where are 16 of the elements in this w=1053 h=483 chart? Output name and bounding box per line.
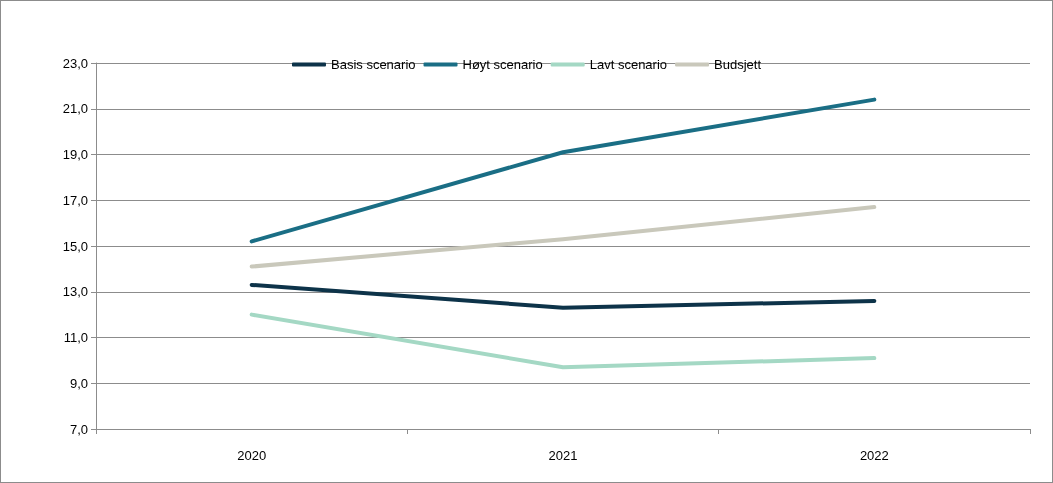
- x-tick-label: 2021: [548, 448, 578, 463]
- legend-label: Høyt scenario: [462, 57, 543, 72]
- y-tick-label: 21,0: [62, 101, 88, 117]
- legend-label: Lavt scenario: [589, 57, 668, 72]
- y-tick-label: 23,0: [62, 55, 88, 71]
- y-tick-label: 7,0: [69, 421, 88, 437]
- y-tick-label: 13,0: [62, 284, 88, 300]
- legend-label: Basis scenario: [330, 57, 416, 72]
- y-tick-label: 15,0: [62, 238, 88, 254]
- y-tick-label: 17,0: [62, 192, 88, 208]
- x-tick-label: 2022: [859, 448, 889, 463]
- x-tick-label: 2020: [237, 448, 267, 463]
- legend-label: Budsjett: [714, 57, 762, 72]
- y-tick-label: 11,0: [63, 330, 88, 345]
- y-tick-label: 9,0: [69, 375, 88, 391]
- y-tick-label: 19,0: [62, 147, 88, 162]
